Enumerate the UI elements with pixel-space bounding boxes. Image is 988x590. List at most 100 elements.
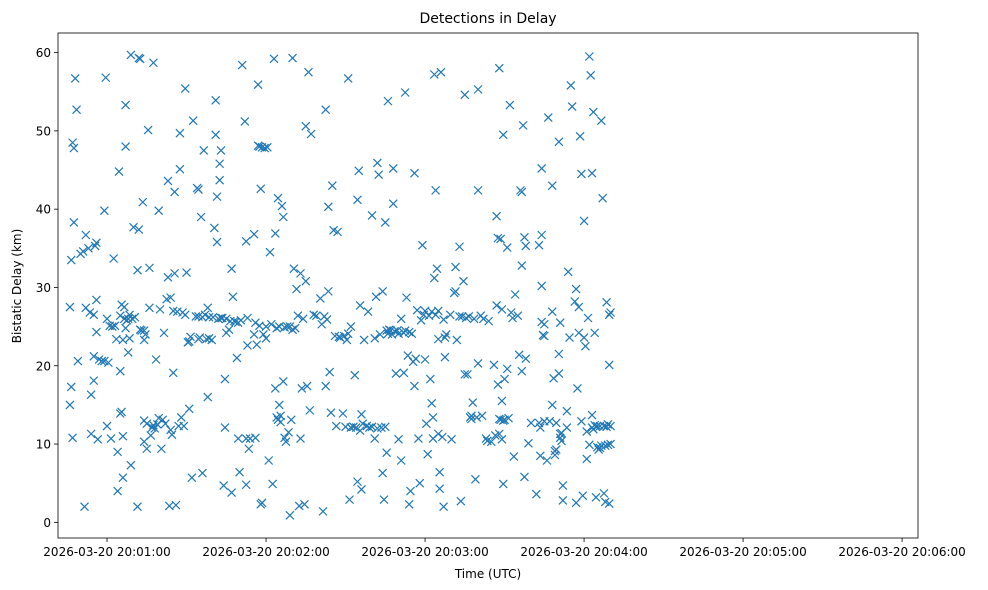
data-point (151, 355, 161, 364)
data-point (508, 313, 517, 323)
y-tick-label: 60 (36, 46, 51, 60)
data-point (304, 67, 313, 77)
data-point (537, 281, 547, 291)
data-point (281, 437, 291, 447)
data-point (606, 421, 615, 431)
data-point (415, 478, 425, 488)
data-point (567, 102, 577, 112)
plot-background (58, 33, 918, 538)
data-point (101, 73, 111, 83)
data-point (575, 131, 585, 141)
data-point (439, 502, 449, 512)
data-point (350, 370, 360, 380)
data-point (587, 168, 597, 178)
data-point (459, 276, 468, 286)
data-point (588, 107, 598, 117)
data-point (380, 422, 390, 432)
data-point (513, 311, 523, 321)
data-point (118, 473, 128, 483)
data-point (268, 479, 278, 489)
data-point (467, 414, 476, 424)
y-axis: 0 10 20 30 40 50 60 (36, 46, 58, 530)
data-point (493, 233, 503, 243)
data-point (591, 492, 601, 502)
data-point (220, 423, 230, 433)
data-point (286, 415, 296, 425)
data-point (216, 146, 226, 155)
data-point (371, 292, 381, 302)
data-point (374, 170, 384, 180)
data-point (481, 434, 491, 443)
data-point (602, 297, 612, 307)
data-point (186, 332, 195, 342)
data-point (473, 185, 483, 195)
data-point (253, 80, 263, 90)
x-tick-label: 2026-03-20 20:03:00 (361, 545, 488, 559)
data-point (142, 419, 152, 429)
data-point (537, 164, 547, 173)
data-point (477, 411, 487, 421)
data-point (590, 328, 600, 338)
data-point (270, 229, 280, 238)
data-point (323, 286, 333, 296)
data-point (579, 216, 589, 226)
data-point (595, 443, 605, 453)
data-point (175, 164, 185, 174)
data-point (244, 444, 254, 454)
data-point (547, 307, 557, 317)
data-point (261, 322, 271, 332)
data-point (93, 434, 103, 444)
data-point (496, 234, 506, 244)
data-point (288, 325, 297, 335)
data-point (99, 206, 109, 216)
data-point (252, 340, 262, 350)
data-point (261, 333, 271, 343)
data-point (155, 304, 165, 314)
y-tick-label: 0 (43, 516, 51, 530)
data-point (142, 444, 152, 454)
data-point (570, 297, 580, 306)
data-point (523, 438, 533, 448)
data-point (135, 54, 145, 64)
data-point (467, 411, 476, 421)
data-point (535, 451, 545, 461)
data-point (215, 159, 225, 169)
data-point (163, 176, 173, 186)
data-point (168, 368, 178, 378)
data-point (382, 448, 392, 458)
data-point (492, 211, 502, 221)
data-point (204, 333, 214, 343)
data-point (257, 498, 267, 508)
data-point (410, 381, 419, 391)
data-point (102, 314, 112, 324)
data-point (69, 143, 79, 153)
data-point (78, 247, 88, 256)
data-point (451, 262, 460, 272)
data-point (392, 326, 402, 335)
data-point (367, 422, 377, 432)
data-point (175, 128, 185, 138)
data-point (500, 374, 509, 384)
data-point (86, 429, 96, 439)
data-point (375, 330, 385, 339)
data-point (90, 241, 100, 251)
data-point (382, 326, 392, 335)
data-point (200, 310, 210, 320)
data-point (195, 333, 205, 342)
data-point (326, 408, 336, 418)
data-point (604, 310, 614, 320)
data-point (125, 310, 134, 320)
data-point (298, 314, 308, 324)
data-point (208, 312, 218, 322)
data-point (562, 406, 572, 416)
data-point (89, 351, 99, 361)
data-point (433, 306, 443, 316)
data-point (180, 84, 190, 94)
data-point (148, 58, 158, 68)
data-point (428, 413, 438, 422)
data-point (118, 431, 128, 441)
data-point (282, 322, 292, 332)
data-point (301, 276, 311, 286)
data-point (154, 206, 164, 216)
y-tick-label: 40 (36, 203, 51, 217)
